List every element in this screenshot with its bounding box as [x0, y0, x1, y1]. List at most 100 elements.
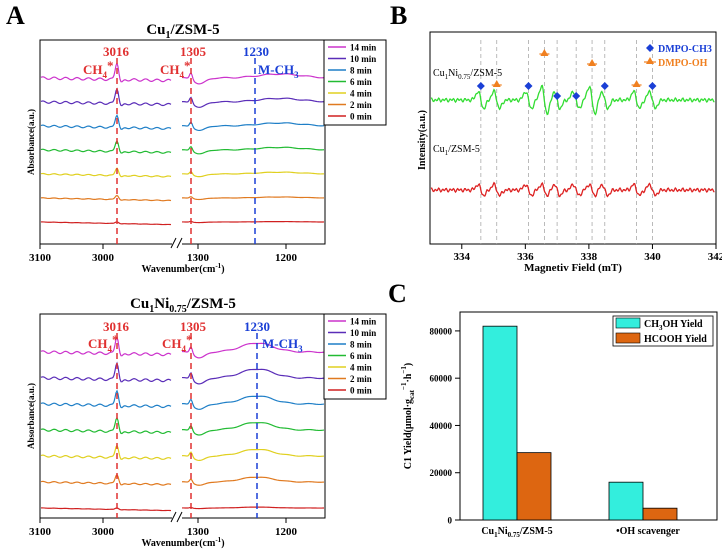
- panel-c-bar-0-0: [482, 325, 518, 521]
- panel-series-left-2-min: [40, 194, 172, 202]
- panel-series-left-14-min: [40, 335, 172, 357]
- panel-b-series-cuni: [430, 84, 715, 116]
- panel-a1-x-ticks: [39, 244, 287, 249]
- panel-series-left-6-min: [40, 416, 172, 435]
- legend-label-10-min: 10 min: [350, 54, 376, 64]
- panel-label-b: B: [390, 1, 407, 30]
- panel-a2-marker-label-1305: 1305: [180, 319, 207, 334]
- panel-a1-marker-label-1230: 1230: [243, 44, 269, 59]
- panel-b-triangle-icon-2: [588, 59, 597, 66]
- panel-c-bars: [482, 325, 678, 521]
- panel-a1-xtick-1300: 1300: [187, 252, 210, 264]
- panel-a2-series: [40, 335, 325, 512]
- panel-c-legend-hcooh: HCOOH Yield: [644, 334, 707, 345]
- panel-series-right-0-min: [181, 506, 325, 510]
- panel-b-x-ticks: 334 336 338 340 342: [454, 244, 722, 263]
- panel-b-diamond-icon-1: [524, 82, 533, 90]
- legend-label-4-min: 4 min: [350, 363, 372, 373]
- panel-series-right-14-min: [181, 71, 325, 85]
- panel-series-left-4-min: [40, 167, 172, 178]
- panel-c-legend-swatch-hcooh: [615, 332, 641, 344]
- panel-a1-axis-break-1: [170, 237, 177, 249]
- panel-a2-axis-break-2: [176, 511, 183, 523]
- panel-c-frame: [459, 311, 718, 521]
- panel-a2-marker-label-3016: 3016: [103, 319, 130, 334]
- panel-a2-ylabel: Absorbance(a.u.): [26, 383, 36, 449]
- panel-series-left-10-min: [40, 87, 172, 107]
- panel-series-left-8-min: [40, 113, 172, 130]
- panel-a1-legend: [323, 39, 387, 126]
- legend-label-6-min: 6 min: [350, 351, 372, 361]
- panel-a1-marker-label-3016: 3016: [103, 44, 130, 59]
- panel-c-ytick-40000: 40000: [430, 421, 453, 431]
- panel-a2-xtick-3100: 3100: [29, 526, 52, 538]
- panel-series-left-8-min: [40, 389, 172, 409]
- panel-a2-marker-label-1230: 1230: [244, 319, 270, 334]
- panel-b-diamond-icon-0: [476, 82, 485, 90]
- panel-series-right-10-min: [181, 96, 325, 108]
- panel-series-right-4-min: [181, 448, 325, 462]
- panel-series-left-6-min: [40, 139, 172, 154]
- panel-a1-title: Cu1/ZSM-5: [146, 22, 219, 41]
- panel-a1-xtick-3000: 3000: [92, 252, 115, 264]
- panel-a1: Cu1/ZSM-5 3016 1305 1230 CH4* CH4* M-CH3…: [26, 22, 387, 275]
- panel-a2-xtick-1200: 1200: [275, 526, 298, 538]
- panel-b-diamond-icon-2: [553, 92, 562, 100]
- legend-label-10-min: 10 min: [350, 328, 376, 338]
- panel-series-right-6-min: [181, 145, 325, 155]
- legend-label-4-min: 4 min: [350, 89, 372, 99]
- panel-series-left-0-min: [40, 221, 172, 226]
- panel-c-legend-swatch-ch3oh: [615, 317, 641, 329]
- panel-a1-frame: [39, 39, 326, 245]
- panel-b-ylabel: Intensity(a.u.): [417, 110, 428, 170]
- panel-b-xtick-340: 340: [644, 251, 661, 263]
- panel-series-left-14-min: [40, 61, 172, 83]
- panel-a1-ylabel: Absorbance(a.u.): [26, 109, 36, 175]
- panel-a2-xlabel: Wavenumber(cm-1): [141, 536, 224, 549]
- panel-series-right-4-min: [182, 170, 325, 178]
- legend-label-14-min: 14 min: [350, 317, 376, 327]
- panel-c-bar-0-1: [608, 481, 644, 521]
- legend-label-2-min: 2 min: [350, 374, 372, 384]
- panel-series-right-0-min: [181, 220, 325, 224]
- panel-a1-species-ch4-a: CH4*: [83, 58, 114, 80]
- panel-a2: Cu1Ni0.75/ZSM-5 3016 1305 1230 CH4* CH4*…: [26, 296, 387, 549]
- panel-b-frame: [429, 31, 717, 245]
- legend-label-0-min: 0 min: [350, 386, 372, 396]
- panel-series-right-6-min: [181, 422, 325, 436]
- panel-b-legend-diamond-icon: [646, 44, 654, 52]
- panel-b-series-label-cu: Cu1/ZSM-5: [433, 144, 480, 157]
- panel-a2-species-ch4-a: CH4*: [88, 332, 119, 354]
- panel-b-peak-guides: [480, 40, 653, 244]
- legend-label-6-min: 6 min: [350, 77, 372, 87]
- legend-label-0-min: 0 min: [350, 112, 372, 122]
- panel-b-legend-oh: DMPO-OH: [658, 58, 708, 69]
- panel-b-triangle-icon-1: [540, 49, 549, 56]
- panel-series-right-8-min: [181, 395, 325, 410]
- panel-b-diamond-icon-4: [600, 82, 609, 90]
- panel-b-peak-markers: [476, 49, 657, 100]
- panel-series-right-2-min: [182, 196, 325, 201]
- panel-b-xtick-336: 336: [517, 251, 534, 263]
- panel-a2-species-ch4-b: CH4*: [162, 332, 193, 354]
- panel-c-category-scavenger: •OH scavenger: [616, 526, 680, 537]
- panel-b-diamond-icon-5: [648, 82, 657, 90]
- panel-c-ylabel: C1 Yield(μmol·gcat−1·h−1): [400, 363, 416, 469]
- panel-series-right-8-min: [181, 121, 325, 132]
- panel-series-right-14-min: [181, 342, 325, 359]
- legend-label-8-min: 8 min: [350, 340, 372, 350]
- panel-a2-xtick-3000: 3000: [92, 526, 115, 538]
- panel-series-left-2-min: [40, 473, 172, 486]
- panel-c-bar-1-1: [642, 507, 678, 521]
- panel-c-ytick-60000: 60000: [430, 374, 453, 384]
- panel-a1-species-mch3: M-CH3: [258, 62, 299, 80]
- panel-b: 334 336 338 340 342 Cu1Ni0.75/ZSM-5 Cu1/ZSM-…: [417, 31, 722, 274]
- panel-a1-axis-break-2: [176, 237, 183, 249]
- panel-a2-axis-break-mask: [172, 514, 182, 522]
- panel-c: 0 20000 40000 60000 80000 CH3OH Yield HCOOH …: [400, 311, 718, 539]
- panel-b-xlabel: Magnetiv Field (mT): [524, 262, 622, 274]
- panel-a2-frame: [39, 313, 326, 519]
- panel-a1-axis-break-mask: [172, 240, 182, 248]
